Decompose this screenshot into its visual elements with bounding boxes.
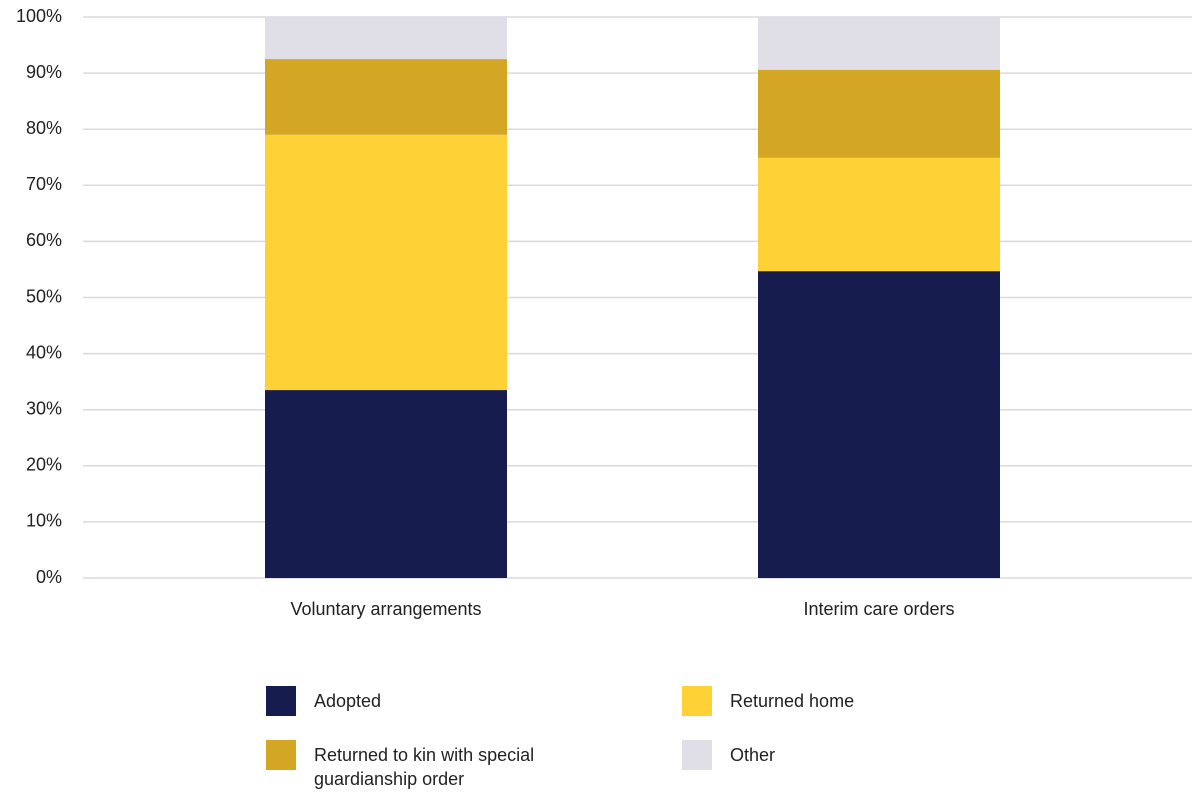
y-tick-label: 60% (26, 230, 62, 250)
bar-segment (265, 17, 507, 60)
bar-segment (758, 157, 1000, 272)
bar-segment (265, 59, 507, 135)
bar-segment (265, 134, 507, 391)
y-tick-label: 10% (26, 511, 62, 531)
bar-segment (265, 390, 507, 578)
legend-swatch (266, 740, 296, 770)
y-tick-label: 0% (36, 567, 62, 587)
y-tick-label: 40% (26, 342, 62, 362)
bar-segment (758, 69, 1000, 158)
y-tick-label: 20% (26, 455, 62, 475)
legend-label: Adopted (314, 691, 382, 711)
legend-label: Returned to kin with special guardianshi… (314, 745, 535, 789)
y-tick-label: 80% (26, 118, 62, 138)
bar-segment (758, 271, 1000, 578)
legend-swatch (682, 686, 712, 716)
bar-segment (758, 17, 1000, 70)
legend-item: Returned to kin with special guardianshi… (266, 740, 594, 791)
legend-item: Returned home (682, 686, 1010, 716)
y-tick-label: 30% (26, 398, 62, 418)
legend-swatch (266, 686, 296, 716)
legend-label: Returned home (730, 691, 855, 711)
x-tick-label: Interim care orders (803, 599, 954, 619)
legend-item: Other (682, 740, 1010, 770)
y-tick-label: 90% (26, 62, 62, 82)
legend-item: Adopted (266, 686, 594, 716)
legend-swatch (682, 740, 712, 770)
y-tick-label: 70% (26, 174, 62, 194)
legend-label: Other (730, 745, 776, 765)
chart: 0% 10% 20% 30% 40% 50% 60% 70% 80% 90% 100% Volunta… (16, 6, 1192, 619)
y-tick-label: 50% (26, 286, 62, 306)
y-tick-label: 100% (16, 6, 62, 26)
x-tick-label: Voluntary arrangements (290, 599, 481, 619)
